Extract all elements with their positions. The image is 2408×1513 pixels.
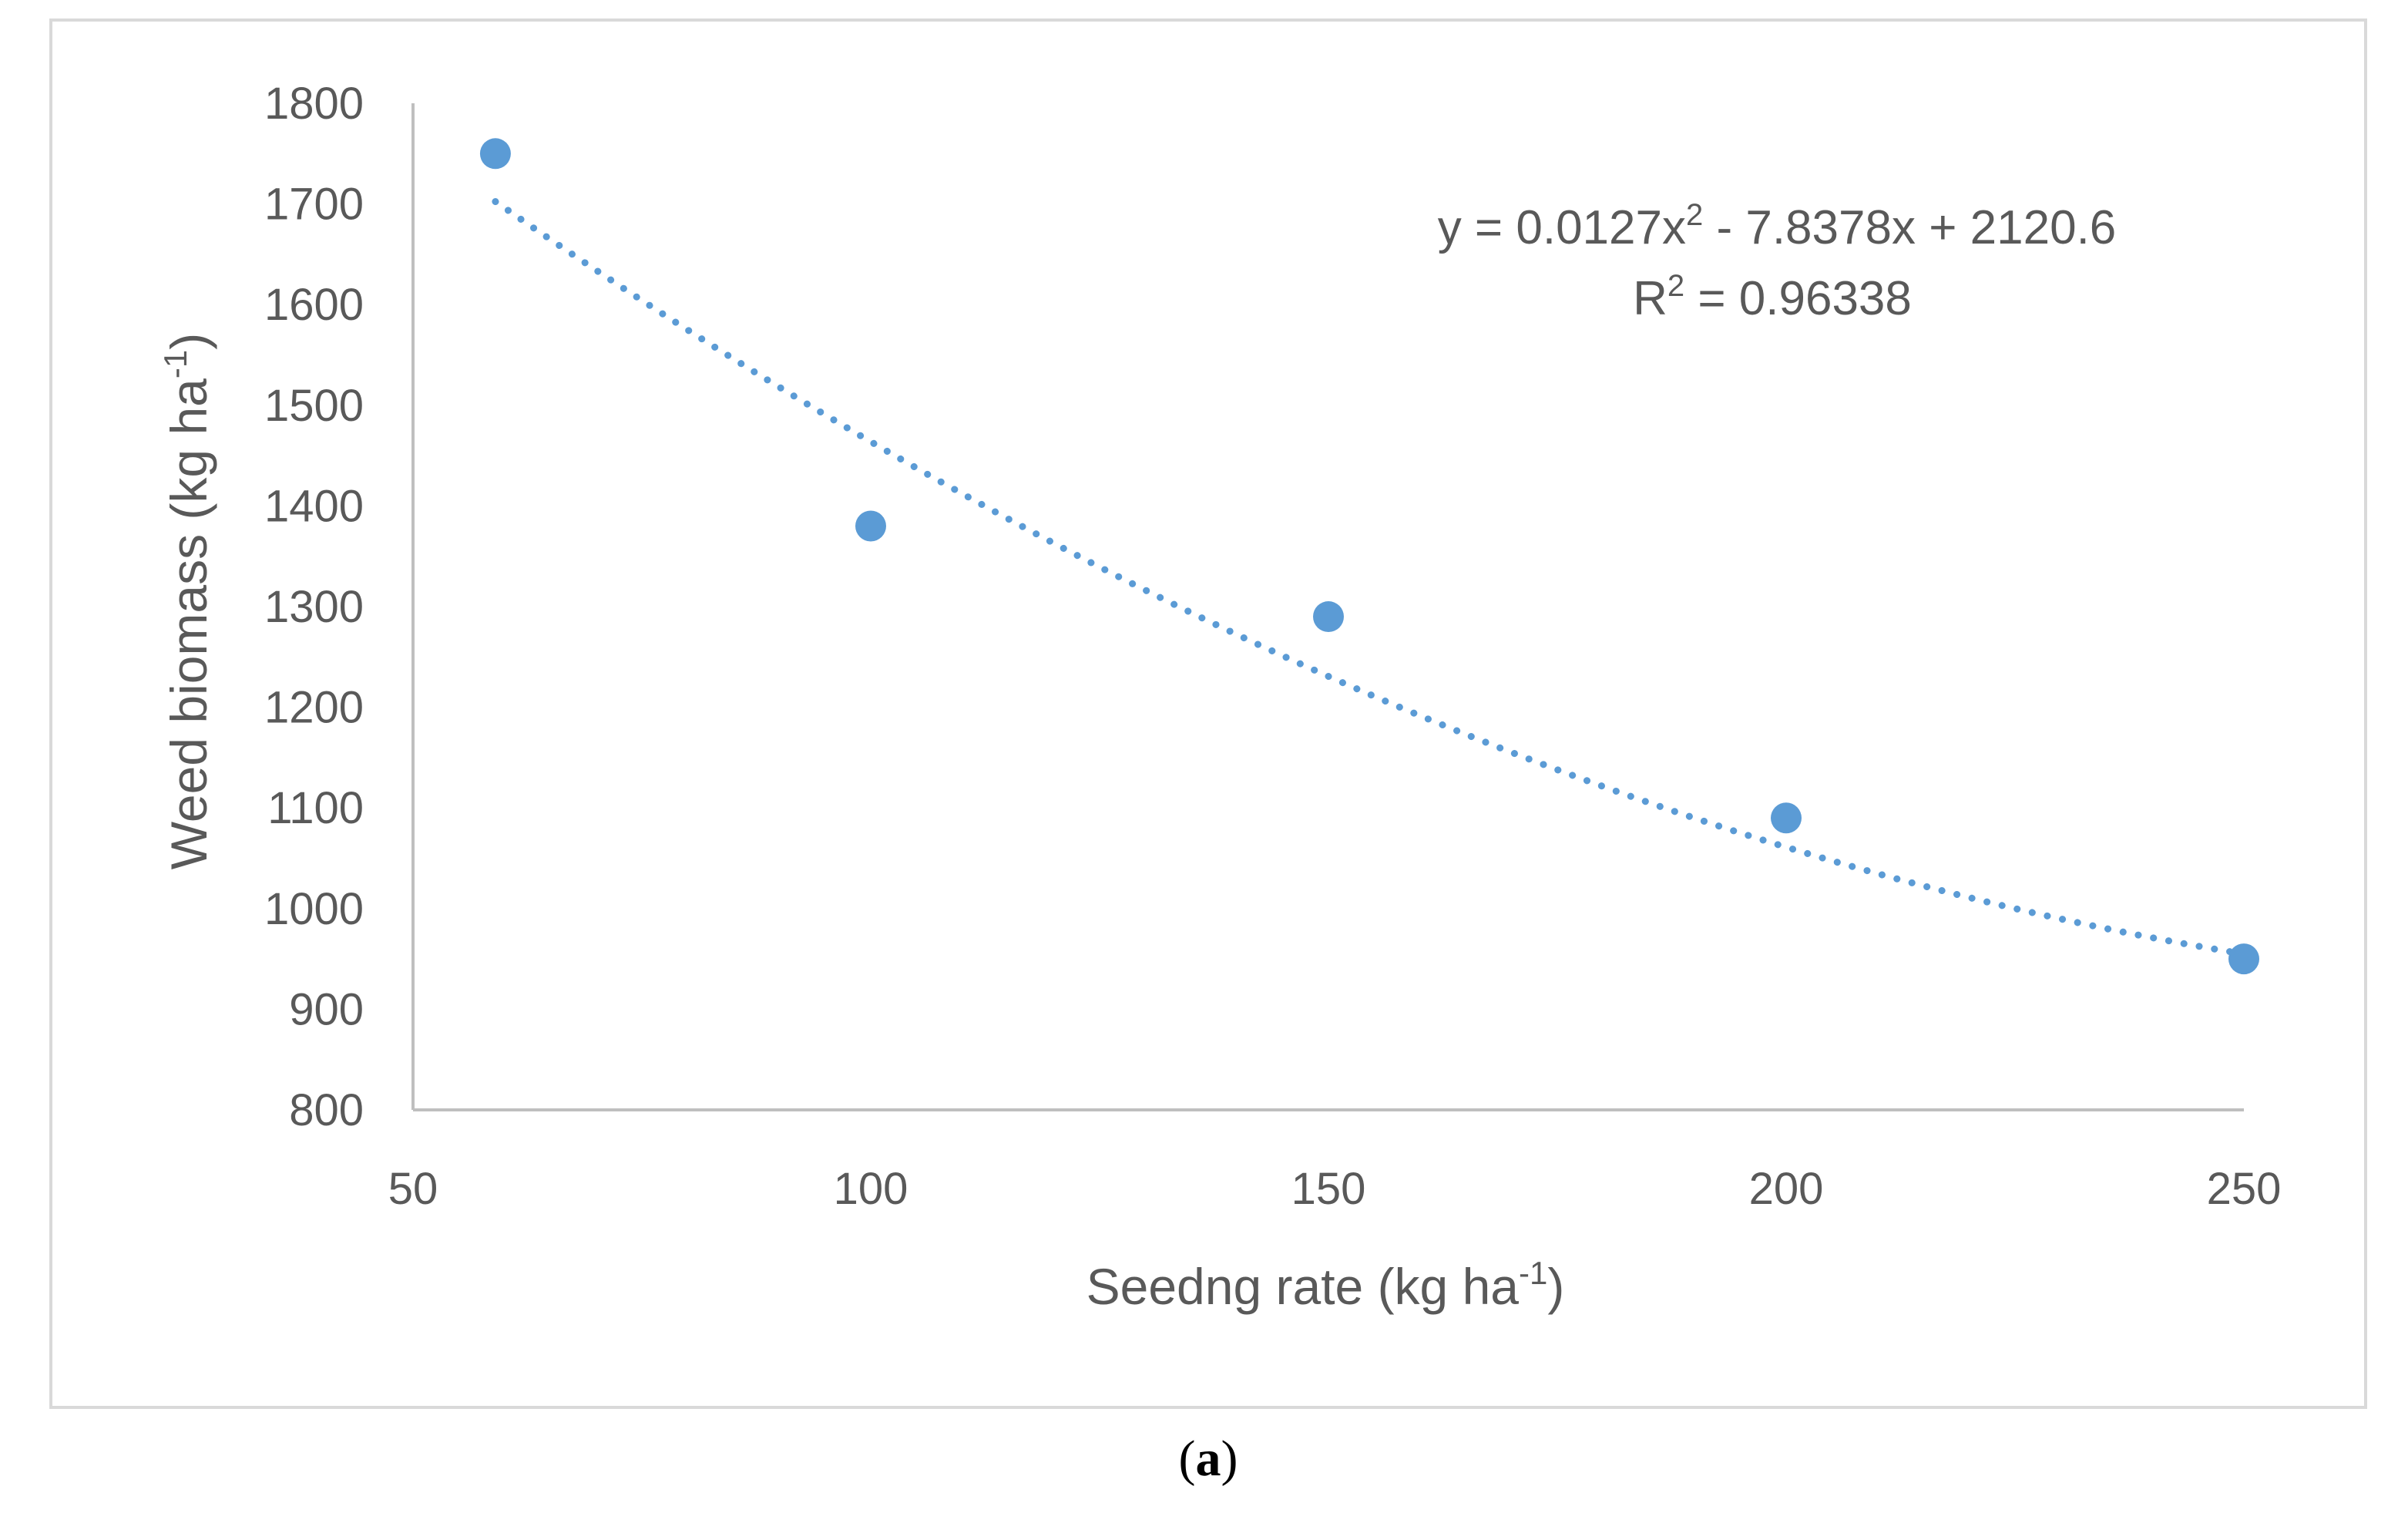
y-tick-label: 1000 [264, 884, 364, 934]
trendline-equation: y = 0.0127x2 - 7.8378x + 2120.6 [1438, 198, 2117, 254]
y-tick-label: 1700 [264, 180, 364, 230]
chart-frame [49, 18, 2367, 1409]
data-point [855, 510, 886, 542]
y-axis-title: Weed biomass (kg ha-1) [157, 333, 217, 869]
trendline-curve [492, 198, 2248, 958]
data-point [1313, 601, 1344, 633]
data-point [2228, 943, 2259, 975]
x-axis-title: Seedng rate (kg ha-1) [1086, 1255, 1565, 1315]
x-tick-label: 200 [1749, 1164, 1824, 1214]
y-tick-label: 800 [289, 1085, 364, 1135]
x-tick-label: 250 [2207, 1164, 2282, 1214]
y-tick-label: 1500 [264, 381, 364, 431]
y-tick-label: 1600 [264, 280, 364, 330]
data-points [479, 138, 2259, 975]
data-point [1771, 802, 1802, 834]
y-axis-ticks: 800 900 1000 1100 1200 1300 1400 1500 1600 1700 18… [264, 79, 364, 1135]
y-tick-label: 1200 [264, 683, 364, 733]
x-axis-ticks: 50 100 150 200 250 [388, 1164, 2282, 1214]
figure-caption: (a) [1179, 1431, 1238, 1487]
y-tick-label: 1800 [264, 79, 364, 129]
x-tick-label: 150 [1291, 1164, 1366, 1214]
data-point [479, 138, 511, 170]
y-tick-label: 1400 [264, 481, 364, 531]
y-tick-label: 900 [289, 984, 364, 1034]
x-tick-label: 50 [388, 1164, 438, 1214]
y-tick-label: 1100 [267, 783, 364, 833]
trendline [492, 198, 2248, 958]
x-tick-label: 100 [834, 1164, 908, 1214]
r-squared-label: R2 = 0.96338 [1633, 269, 1912, 325]
y-tick-label: 1300 [264, 582, 364, 632]
